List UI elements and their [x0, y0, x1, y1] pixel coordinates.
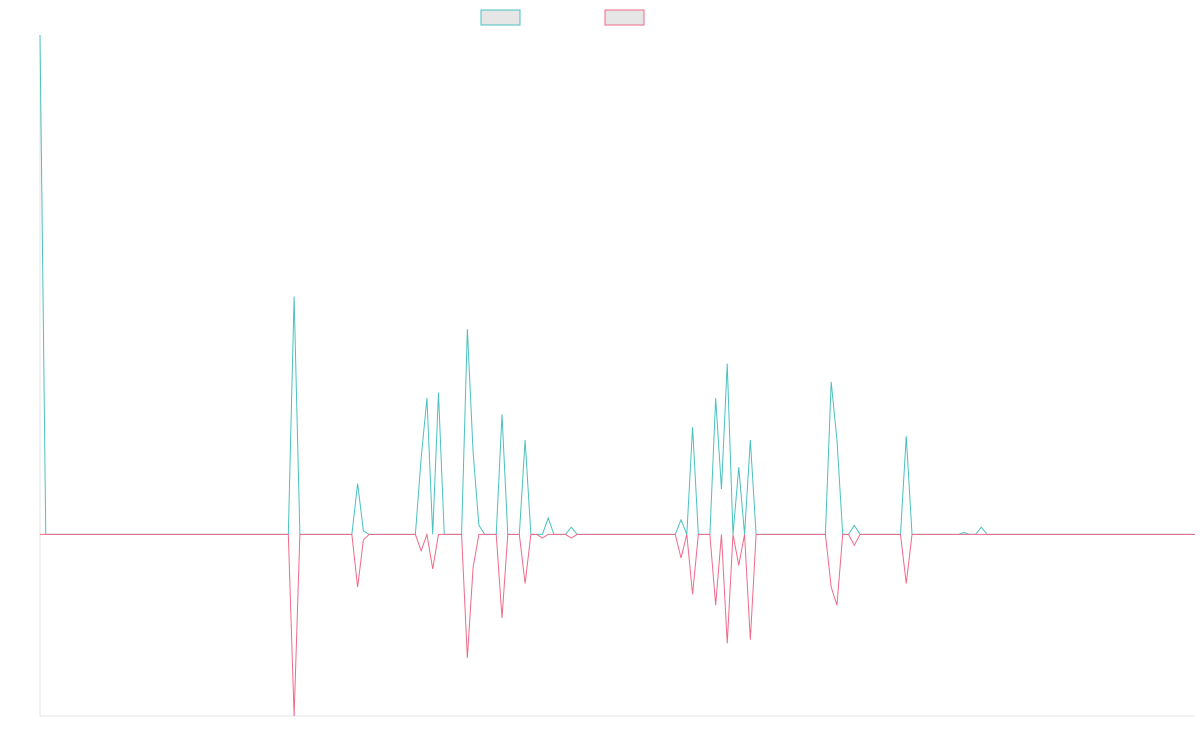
legend-swatch-series-2[interactable]	[604, 9, 645, 26]
legend-swatch-series-1[interactable]	[480, 9, 521, 26]
series-layer	[39, 34, 1195, 717]
legend	[480, 9, 645, 26]
series-line-1	[39, 34, 1195, 535]
series-line-2	[40, 532, 1195, 717]
axes	[39, 35, 1195, 717]
